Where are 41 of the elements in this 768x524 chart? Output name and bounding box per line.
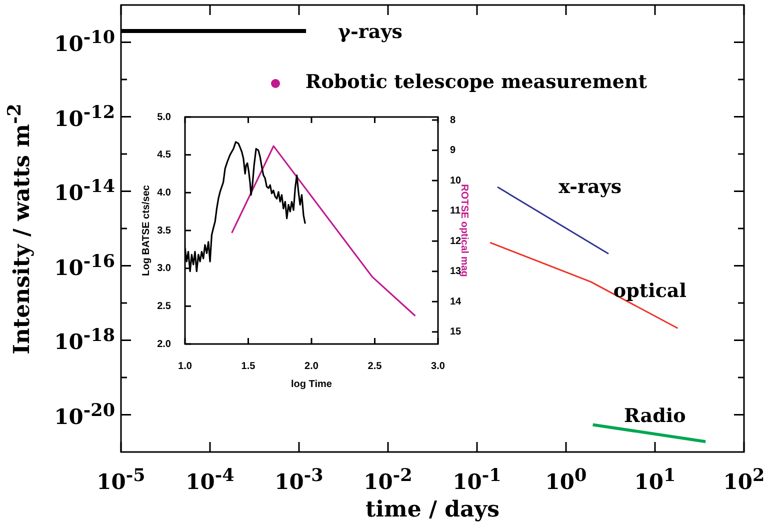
- x-axis-title: log Time: [291, 378, 332, 390]
- x-tick-label: 10$^{-1}$: [452, 466, 502, 494]
- y-tick-label: 10$^{-20}$: [54, 400, 115, 429]
- y-tick-label: 2.0: [157, 338, 172, 350]
- x-tick-label: 1.0: [178, 360, 192, 372]
- y-tick-label: 3.5: [157, 225, 172, 236]
- series-label: Radio: [624, 405, 686, 428]
- y2-tick-label: 12: [450, 236, 462, 247]
- x-tick-label: 1.5: [241, 360, 256, 372]
- y2-tick-label: 14: [450, 296, 462, 308]
- x-tick-label: 10$^{-3}$: [274, 466, 324, 494]
- y-tick-label: 4.5: [157, 150, 172, 161]
- y-tick-label: 10$^{-12}$: [54, 102, 115, 131]
- y-tick-label: 5.0: [157, 112, 172, 123]
- series-label: x-rays: [558, 176, 622, 198]
- annotation: Robotic telescope measurement: [305, 71, 648, 94]
- y2-tick-label: 15: [450, 326, 462, 338]
- x-tick-label: 2.0: [304, 360, 319, 372]
- y-tick-label: 4.0: [157, 187, 172, 198]
- y-tick-label: 10$^{-18}$: [54, 326, 115, 354]
- x-tick-label: 10$^{0}$: [545, 466, 587, 494]
- x-tick-label: 10$^{2}$: [723, 466, 765, 494]
- x-axis-title: time / days: [366, 496, 500, 523]
- y-tick-label: 10$^{-10}$: [54, 28, 115, 56]
- x-tick-label: 2.5: [368, 360, 382, 372]
- x-tick-label: 10$^{-2}$: [364, 466, 412, 494]
- y2-tick-label: 10: [450, 175, 462, 186]
- x-tick-label: 10$^{-4}$: [186, 466, 234, 494]
- y-tick-label: 3.0: [157, 263, 172, 274]
- y2-tick-label: 9: [450, 145, 456, 156]
- y2-tick-label: 8: [450, 114, 456, 126]
- legend-label: γ-rays: [338, 21, 402, 44]
- y-tick-label: 10$^{-16}$: [54, 252, 115, 280]
- x-tick-label: 10$^{-5}$: [96, 466, 146, 494]
- series-label: optical: [613, 280, 686, 302]
- y-axis-title: Log BATSE cts/sec: [140, 184, 152, 276]
- x-tick-label: 10$^{1}$: [634, 466, 676, 494]
- y-tick-label: 10$^{-14}$: [54, 177, 115, 206]
- x-tick-label: 3.0: [431, 360, 446, 372]
- y2-tick-label: 11: [450, 206, 462, 217]
- y-tick-label: 2.5: [157, 300, 172, 312]
